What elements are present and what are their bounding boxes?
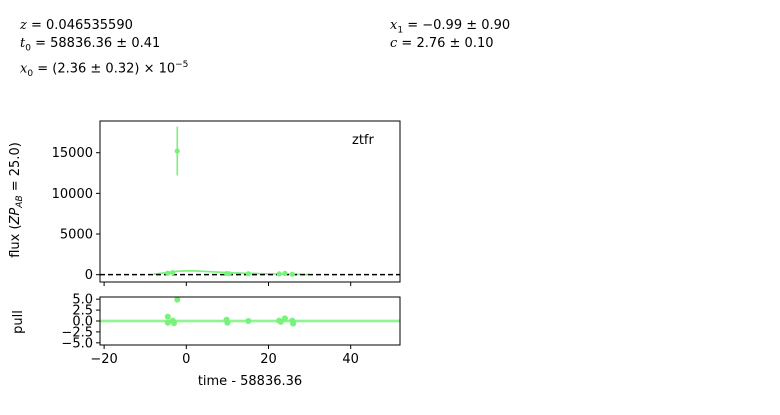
- y-tick-label: 2.5: [72, 304, 93, 319]
- y-tick-label: 10000: [52, 187, 93, 202]
- x-tick-label: 40: [342, 352, 359, 367]
- pull-point: [281, 315, 288, 322]
- y-tick-label: −5.0: [61, 336, 93, 351]
- param-z: z = 0.046535590: [20, 18, 133, 33]
- flux-point: [165, 270, 171, 276]
- param-x0-exponent: −5: [175, 60, 189, 70]
- band-label: ztfr: [352, 133, 374, 148]
- param-x0-value: (2.36 ± 0.32) × 10: [52, 61, 176, 77]
- y-tick-label: 5000: [60, 228, 93, 243]
- param-x1-value: −0.99 ± 0.90: [422, 18, 511, 33]
- pull-point: [245, 318, 252, 324]
- flux-point: [276, 271, 282, 277]
- flux-point: [226, 271, 232, 277]
- flux-point: [174, 148, 180, 154]
- flux-axis-label: flux (ZPAB = 25.0): [8, 142, 25, 258]
- plot-frame: [99, 120, 401, 283]
- param-c: c = 2.76 ± 0.10: [390, 36, 494, 51]
- pull-point: [174, 297, 181, 303]
- param-t0: t0 = 58836.36 ± 0.41: [20, 36, 161, 54]
- flux-data: [100, 126, 400, 277]
- param-c-value: 2.76 ± 0.10: [416, 36, 494, 51]
- y-tick-label: −2.5: [61, 325, 93, 340]
- time-axis-label: time - 58836.36: [198, 374, 302, 389]
- x-tick-label: 20: [260, 352, 277, 367]
- pull-panel: −5.0−2.50.02.55.0 −20 0 20 40: [61, 293, 401, 367]
- flux-point: [170, 269, 176, 276]
- pull-point: [164, 313, 171, 320]
- param-t0-value: 58836.36 ± 0.41: [50, 36, 161, 51]
- plot-frame: [99, 296, 401, 346]
- flux-point: [289, 271, 295, 277]
- pull-point: [277, 318, 284, 325]
- y-tick-label: 15000: [52, 146, 93, 161]
- y-tick-label: 5.0: [72, 293, 93, 308]
- pull-point: [170, 320, 177, 327]
- param-x1: x1 = −0.99 ± 0.90: [390, 18, 511, 36]
- flux-panel: 0 5000 10000 15000: [52, 120, 401, 286]
- x-tick-label: 0: [182, 352, 190, 367]
- pull-data: [100, 297, 400, 327]
- y-tick-label: 0.0: [72, 315, 93, 330]
- y-tick-label: 0: [85, 268, 93, 283]
- x-tick-label: −20: [90, 352, 117, 367]
- flux-point: [282, 270, 288, 276]
- pull-point: [164, 319, 171, 326]
- pull-point: [224, 319, 231, 326]
- flux-point: [245, 271, 251, 277]
- pull-axis-label: pull: [11, 310, 26, 334]
- pull-point: [290, 320, 297, 327]
- param-x0: x0 = (2.36 ± 0.32) × 10−5: [20, 60, 189, 79]
- param-z-value: 0.046535590: [46, 18, 133, 33]
